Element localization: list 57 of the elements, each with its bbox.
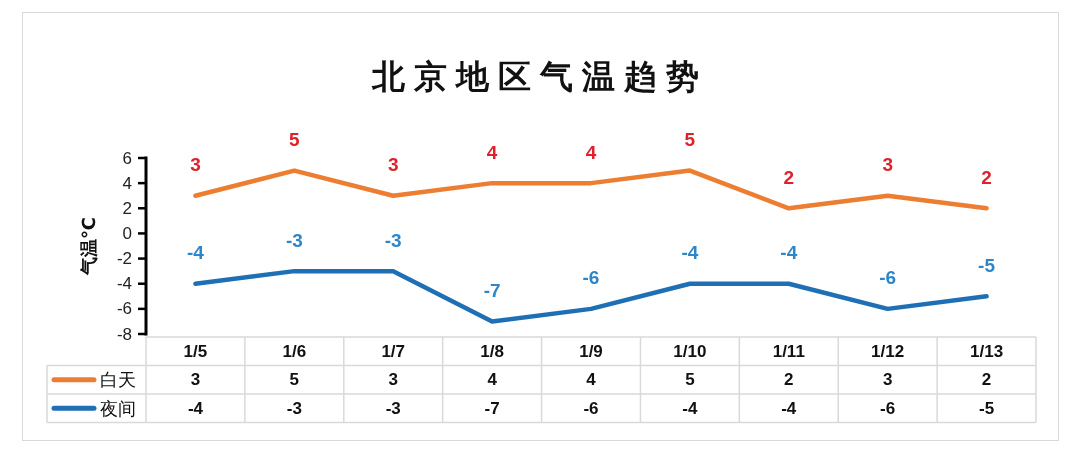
annotation: -4: [681, 242, 699, 264]
annotation: -3: [285, 229, 303, 251]
y-tick-label: -8: [116, 324, 132, 344]
legend-label: 夜间: [100, 397, 136, 419]
data-label: -4: [682, 398, 698, 418]
x-tick-label: 1/10: [673, 341, 707, 361]
y-axis-title: 气温℃: [77, 217, 99, 276]
annotation: -4: [780, 242, 798, 264]
data-label: -4: [187, 398, 204, 418]
x-tick-label: 1/11: [772, 341, 805, 361]
annotation: 3: [387, 154, 399, 176]
annotation: 4: [585, 141, 597, 163]
data-label: 4: [487, 370, 498, 390]
data-label: -6: [880, 398, 896, 418]
y-tick-label: -2: [116, 249, 132, 269]
annotation: 3: [190, 154, 201, 176]
y-tick-label: 0: [122, 223, 132, 243]
x-tick-label: 1/5: [183, 341, 208, 361]
annotation: -6: [582, 267, 600, 289]
data-label: 3: [388, 370, 398, 390]
data-label: 5: [289, 370, 300, 390]
data-label: 2: [784, 370, 794, 390]
data-label: 3: [190, 370, 201, 390]
annotation: 2: [981, 166, 992, 188]
annotation: -5: [978, 254, 996, 276]
data-label: 4: [586, 370, 597, 390]
y-tick-label: 2: [122, 198, 132, 218]
x-tick-label: 1/7: [381, 341, 406, 361]
data-label: 5: [685, 370, 695, 390]
y-tick-label: 6: [122, 148, 132, 168]
data-label: -6: [583, 398, 599, 418]
data-label: -7: [484, 398, 500, 418]
annotation: -3: [384, 229, 402, 251]
data-label: -3: [385, 398, 401, 418]
data-label: -5: [978, 398, 995, 418]
x-tick-label: 1/13: [970, 341, 1004, 361]
data-label: -3: [286, 398, 302, 418]
x-tick-label: 1/12: [871, 341, 905, 361]
x-tick-label: 1/8: [480, 341, 504, 361]
x-tick-label: 1/6: [282, 341, 307, 361]
annotation: -6: [879, 267, 897, 289]
y-tick-label: -4: [116, 274, 132, 294]
legend-label: 白天: [100, 369, 136, 391]
y-tick-label: 4: [122, 173, 132, 193]
data-label: -4: [781, 398, 797, 418]
x-tick-label: 1/9: [579, 341, 603, 361]
data-label: 2: [981, 370, 992, 390]
annotation: 3: [882, 154, 893, 176]
annotation: -7: [483, 279, 501, 301]
annotation: 5: [289, 129, 301, 151]
annotation: -4: [186, 242, 205, 264]
chart-title: 北京地区气温趋势: [371, 56, 708, 96]
annotation: 5: [684, 129, 696, 151]
data-label: 3: [882, 370, 893, 390]
y-tick-label: -6: [116, 299, 132, 319]
annotation: 2: [783, 166, 795, 188]
annotation: 4: [486, 141, 498, 163]
